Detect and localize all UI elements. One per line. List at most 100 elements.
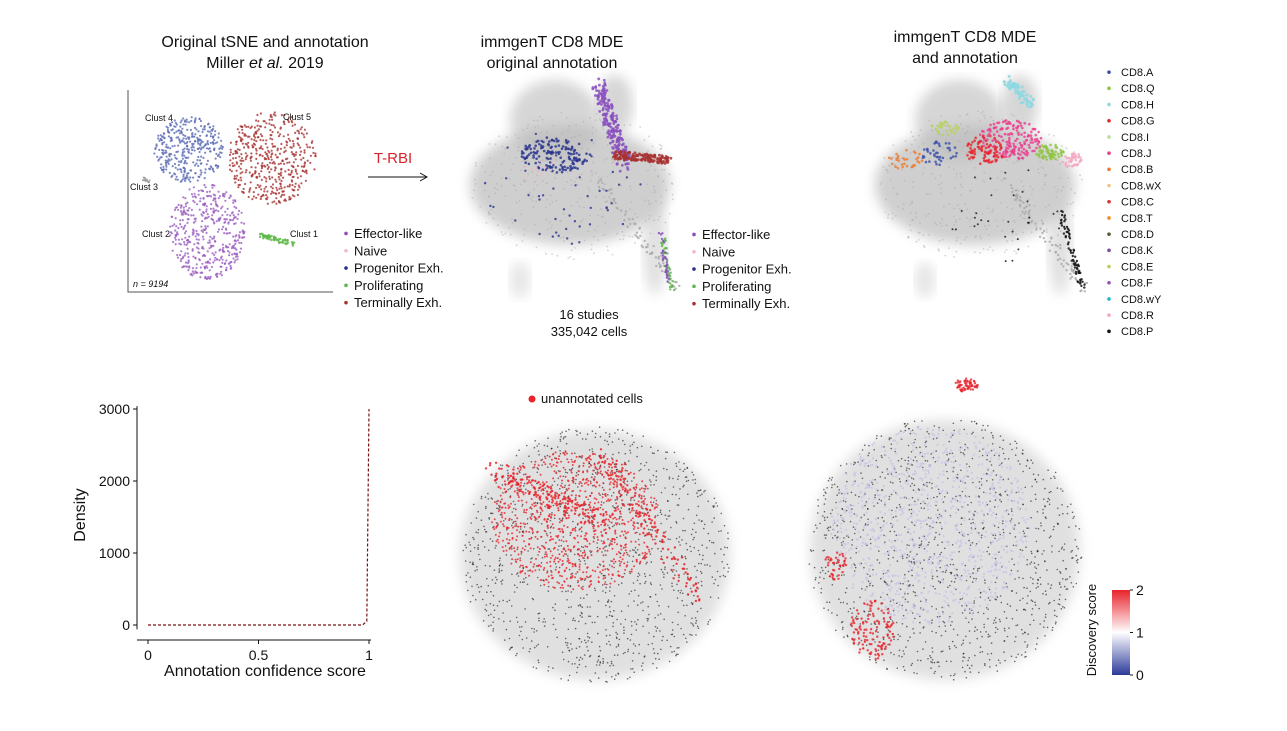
cell-dot <box>506 136 508 138</box>
cell-dot <box>270 235 272 237</box>
cell-dot <box>297 189 299 191</box>
cloud-shade <box>510 80 600 160</box>
cell-dot <box>209 247 211 249</box>
cell-dot <box>565 139 568 142</box>
cell-dot <box>577 184 579 186</box>
cell-dot <box>605 117 608 120</box>
cell-dot <box>253 195 255 197</box>
cell-dot <box>955 251 957 253</box>
cell-dot <box>1059 247 1061 249</box>
cell-dot <box>1032 98 1035 101</box>
cell-dot <box>218 154 220 156</box>
cell-dot <box>662 571 664 573</box>
cell-dot <box>663 157 666 160</box>
cell-dot <box>288 196 290 198</box>
cell-dot <box>605 629 607 631</box>
cell-dot <box>885 212 887 214</box>
cell-dot <box>595 89 598 92</box>
cell-dot <box>585 160 588 163</box>
cell-dot <box>578 241 580 243</box>
cell-dot <box>1016 129 1019 132</box>
cell-dot <box>633 565 635 567</box>
cell-dot <box>601 101 604 104</box>
cell-dot <box>224 221 226 223</box>
cell-dot <box>609 665 611 667</box>
cell-dot <box>187 269 189 271</box>
cell-dot <box>288 198 290 200</box>
cell-dot <box>254 126 256 128</box>
cell-dot <box>692 623 694 625</box>
cell-dot <box>194 195 196 197</box>
cell-dot <box>1068 229 1070 231</box>
cell-dot <box>587 187 589 189</box>
cell-dot <box>165 144 167 146</box>
cell-dot <box>566 237 568 239</box>
cell-dot <box>697 496 699 498</box>
cell-dot <box>574 181 576 183</box>
cell-dot <box>565 476 567 478</box>
cell-dot <box>627 481 629 483</box>
cell-dot <box>209 262 211 264</box>
cell-dot <box>304 129 306 131</box>
cell-dot <box>490 213 492 215</box>
cell-dot <box>616 543 618 545</box>
cell-dot <box>1021 94 1024 97</box>
cell-dot <box>506 550 508 552</box>
cell-dot <box>1061 224 1063 226</box>
cell-dot <box>550 520 552 522</box>
cell-dot <box>590 681 592 683</box>
cell-dot <box>521 161 523 163</box>
cell-dot <box>713 583 715 585</box>
cell-dot <box>177 136 179 138</box>
cell-dot <box>661 238 663 240</box>
cell-dot <box>214 257 216 259</box>
cell-dot <box>560 453 562 455</box>
cell-dot <box>897 167 900 170</box>
cell-dot <box>499 601 501 603</box>
cell-dot <box>500 177 502 179</box>
cell-dot <box>667 452 669 454</box>
cell-dot <box>522 504 524 506</box>
cell-dot <box>633 477 635 479</box>
cell-dot <box>1001 180 1003 182</box>
cell-dot <box>533 666 535 668</box>
cell-dot <box>571 243 573 245</box>
cell-dot <box>617 124 620 127</box>
cell-dot <box>883 166 885 168</box>
cell-dot <box>274 179 276 181</box>
cell-dot <box>571 648 573 650</box>
cell-dot <box>612 526 614 528</box>
cell-dot <box>238 131 240 133</box>
cell-dot <box>604 440 606 442</box>
cell-dot <box>192 248 194 250</box>
cell-dot <box>229 164 231 166</box>
cell-dot <box>1011 208 1013 210</box>
cell-dot <box>195 267 197 269</box>
cell-dot <box>176 231 178 233</box>
cell-dot <box>1017 152 1020 155</box>
cell-dot <box>267 203 269 205</box>
cell-dot <box>650 165 652 167</box>
cell-dot <box>194 220 196 222</box>
cell-dot <box>556 200 558 202</box>
cell-dot <box>501 583 503 585</box>
cell-dot <box>245 152 247 154</box>
cell-dot <box>977 142 980 145</box>
cell-dot <box>1009 153 1012 156</box>
cell-dot <box>657 175 659 177</box>
cell-dot <box>178 243 180 245</box>
cell-dot <box>183 210 185 212</box>
cell-dot <box>255 140 257 142</box>
cell-dot <box>560 678 562 680</box>
cell-dot <box>991 211 993 213</box>
cell-dot <box>970 151 973 154</box>
cell-dot <box>260 188 262 190</box>
cell-dot <box>547 228 549 230</box>
cell-dot <box>218 191 220 193</box>
cell-dot <box>297 194 299 196</box>
cell-dot <box>559 450 561 452</box>
cell-dot <box>616 637 618 639</box>
cell-dot <box>519 635 521 637</box>
cell-dot <box>598 576 600 578</box>
cell-dot <box>979 133 982 136</box>
